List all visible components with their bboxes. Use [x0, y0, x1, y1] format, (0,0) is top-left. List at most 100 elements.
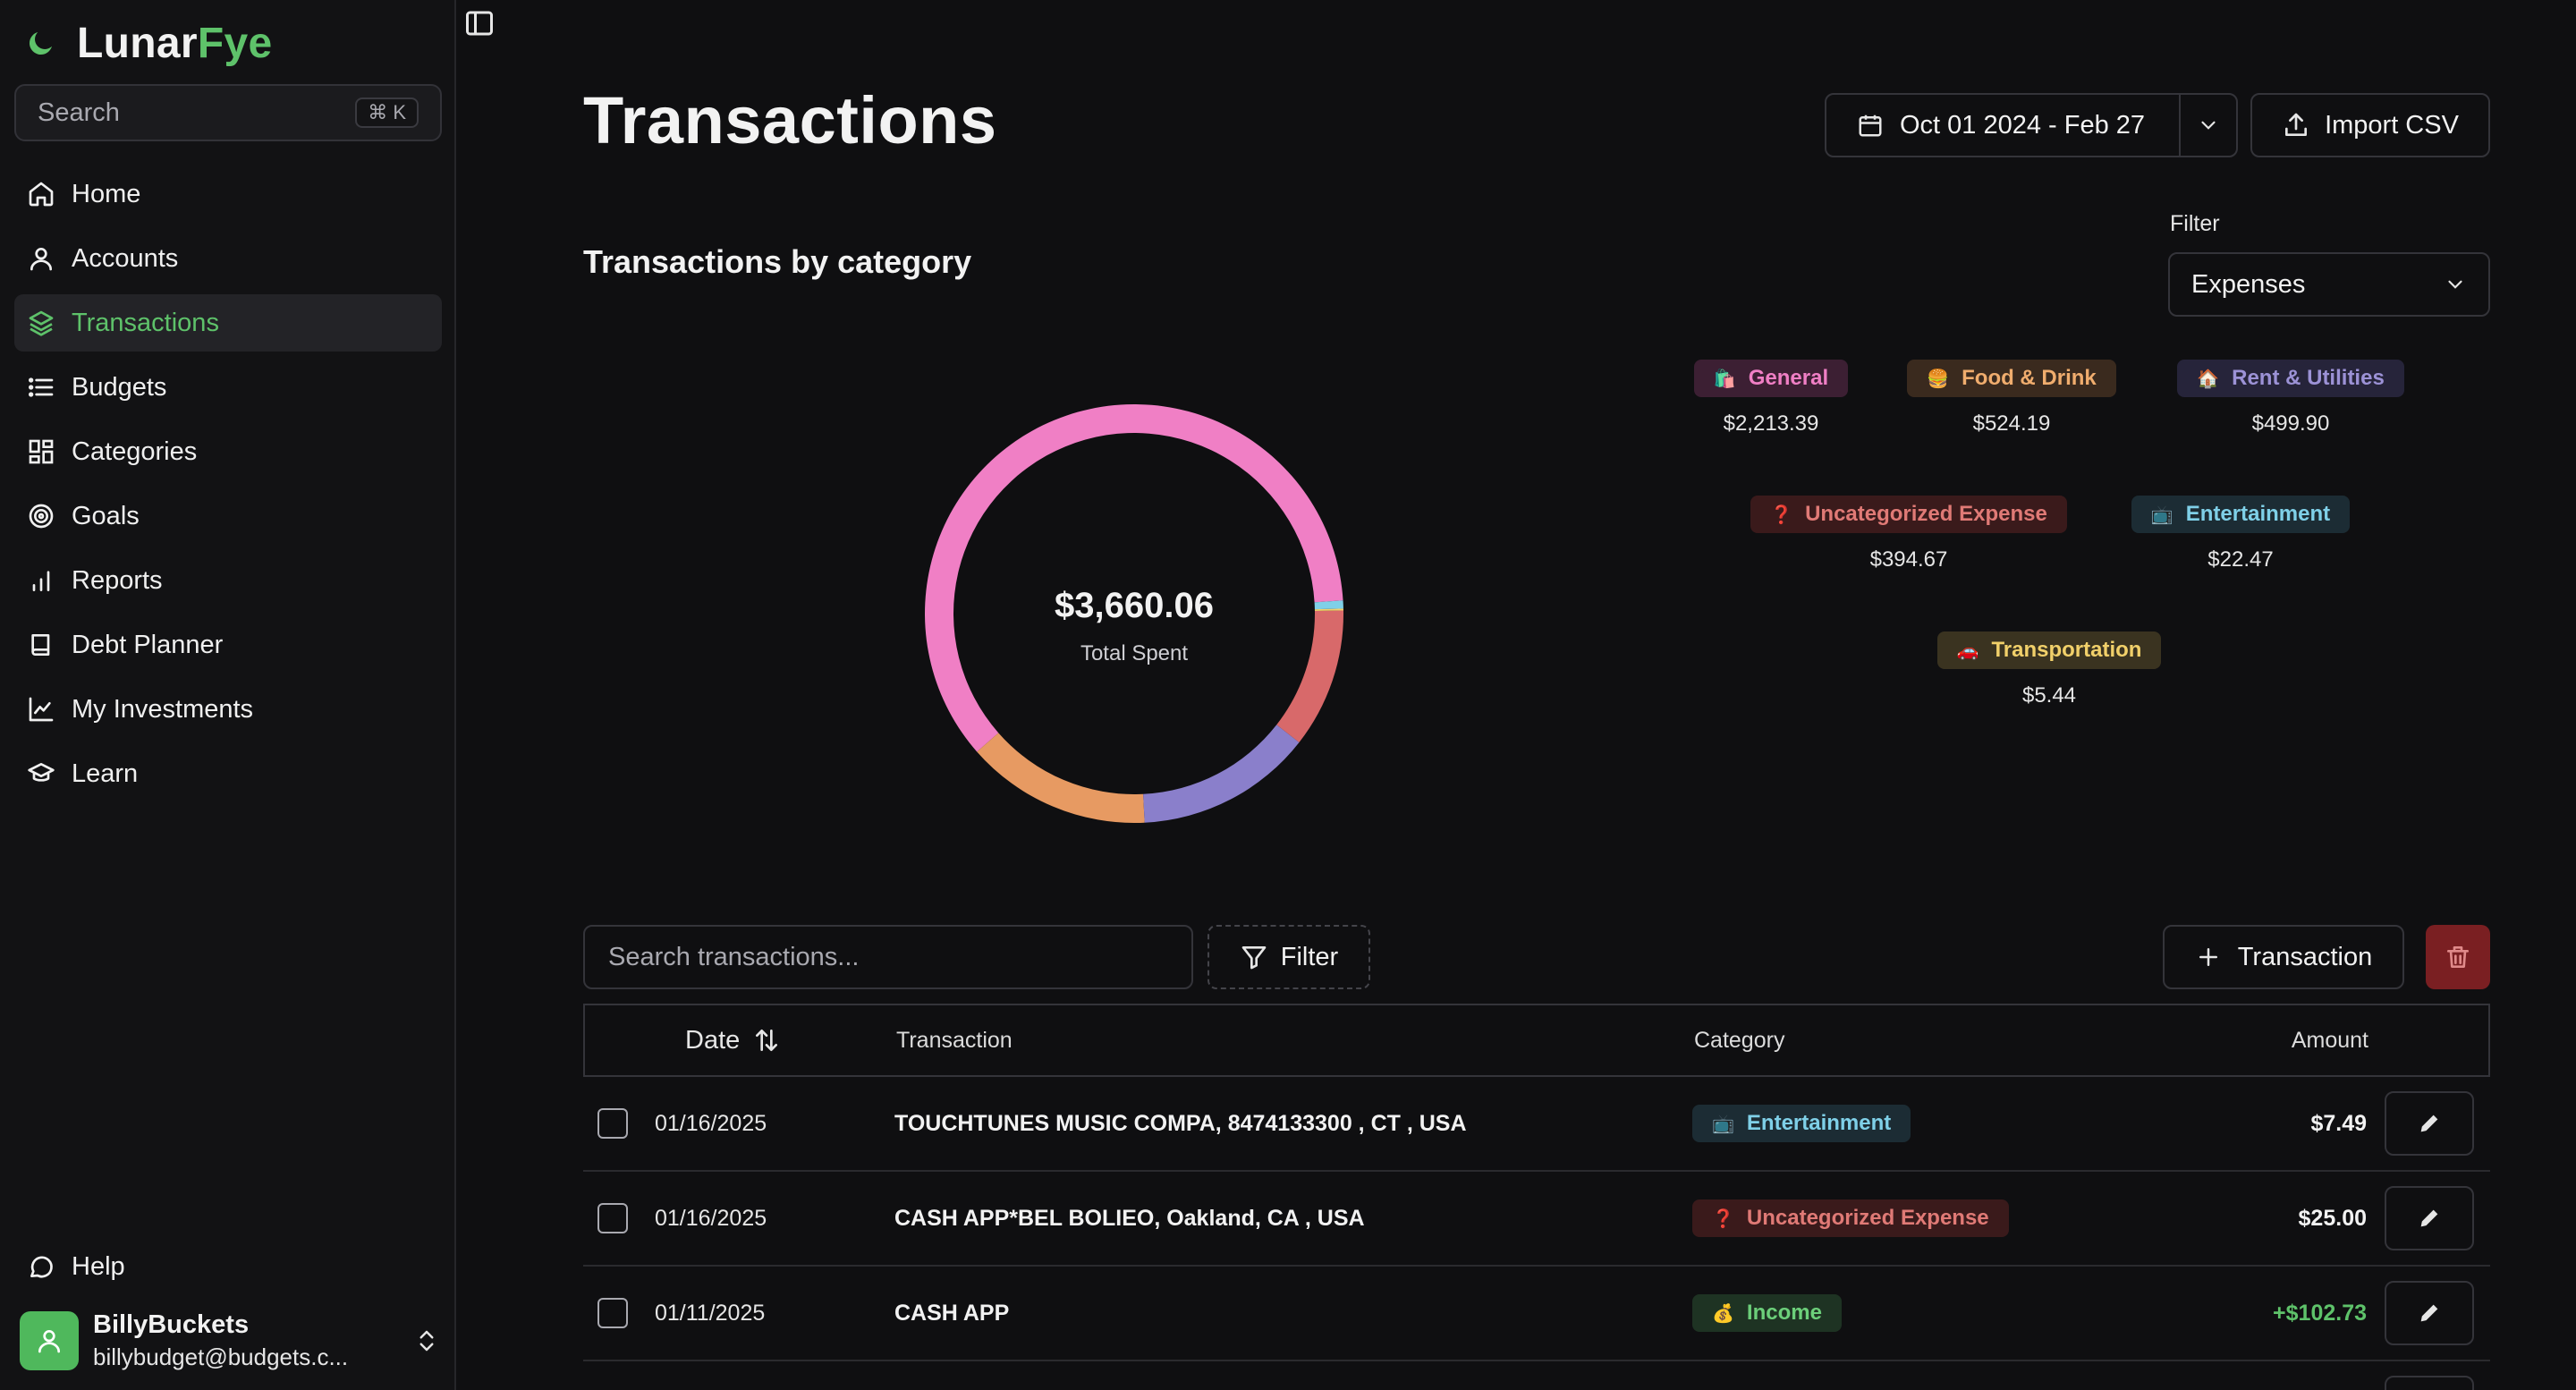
- date-range-value: Oct 01 2024 - Feb 27: [1900, 110, 2146, 140]
- user-name: BillyBuckets: [93, 1310, 250, 1339]
- chevron-down-icon: [2448, 280, 2462, 289]
- chevron-up-down-icon[interactable]: [413, 1325, 440, 1357]
- legend-item-general[interactable]: 🛍️ General $2,213.39: [1690, 360, 1852, 436]
- legend-amount: $22.47: [2207, 547, 2274, 572]
- row-description: TOUCHTUNES MUSIC COMPA, 8474133300 , CT …: [894, 1110, 1467, 1136]
- user-menu[interactable]: BillyBuckets billybudget@budgets.c...: [20, 1309, 440, 1372]
- sidebar: LunarFye Search ⌘ K Home Accounts Transa…: [0, 0, 456, 1390]
- category-badge[interactable]: ❓ Uncategorized Expense: [1692, 1199, 2009, 1237]
- donut-slice-general[interactable]: [925, 404, 1343, 752]
- legend-item-entertainment[interactable]: 📺 Entertainment $22.47: [2127, 496, 2354, 572]
- sidebar-search[interactable]: Search ⌘ K: [14, 84, 442, 141]
- donut-total-label: Total Spent: [1080, 641, 1189, 665]
- sidebar-item-debt-planner[interactable]: Debt Planner: [14, 616, 442, 674]
- legend-amount: $499.90: [2251, 411, 2330, 436]
- donut-slice-rent-utilities[interactable]: [1143, 725, 1300, 823]
- row-date: 01/11/2025: [655, 1300, 766, 1326]
- calendar-icon: [1859, 114, 1882, 137]
- header-amount: Amount: [2291, 1027, 2368, 1053]
- help-link[interactable]: Help: [27, 1242, 125, 1292]
- pencil-icon: [2420, 1304, 2438, 1322]
- legend-amount: $524.19: [1972, 411, 2051, 436]
- house-icon: 🏠: [2197, 369, 2220, 389]
- date-range-button[interactable]: Oct 01 2024 - Feb 27: [1826, 95, 2181, 156]
- sidebar-search-placeholder: Search: [38, 97, 120, 127]
- row-date: 01/16/2025: [655, 1205, 767, 1231]
- row-amount: $7.49: [2310, 1110, 2367, 1136]
- donut-slice-transportation[interactable]: [1314, 608, 1343, 611]
- sidebar-item-my-investments[interactable]: My Investments: [14, 681, 442, 738]
- legend-amount: $394.67: [1869, 547, 1948, 572]
- donut-slice-food-drink[interactable]: [977, 733, 1145, 823]
- header-category: Category: [1694, 1027, 1785, 1053]
- add-transaction-label: Transaction: [2237, 942, 2373, 971]
- moon-icon: [29, 32, 52, 55]
- sidebar-item-budgets[interactable]: Budgets: [14, 359, 442, 416]
- header-transaction: Transaction: [896, 1027, 1013, 1053]
- row-description: CASH APP*BEL BOLIEO, Oakland, CA , USA: [894, 1205, 1365, 1231]
- delete-button[interactable]: [2426, 925, 2490, 989]
- sidebar-item-label: Reports: [72, 565, 163, 595]
- user-email: billybudget@budgets.c...: [93, 1343, 349, 1370]
- category-badge[interactable]: 📺 Entertainment: [1692, 1105, 1911, 1142]
- date-range-dropdown[interactable]: [2181, 114, 2236, 137]
- row-checkbox[interactable]: [597, 1298, 628, 1328]
- sidebar-item-transactions[interactable]: Transactions: [14, 294, 442, 352]
- money-bag-icon: 💰: [1712, 1303, 1734, 1324]
- legend-item-transportation[interactable]: 🚗 Transportation $5.44: [1932, 631, 2166, 708]
- table-row: 01/11/2025 CASH APP 💰 Income +$102.73: [583, 1267, 2490, 1361]
- brand-logo[interactable]: LunarFye: [25, 18, 272, 68]
- category-badge: 🚗 Transportation: [1936, 631, 2162, 669]
- sidebar-item-goals[interactable]: Goals: [14, 487, 442, 545]
- sidebar-item-label: Accounts: [72, 243, 179, 273]
- sort-date-header[interactable]: Date: [685, 1026, 781, 1055]
- donut-total-value: $3,660.06: [1055, 586, 1214, 625]
- date-range-picker[interactable]: Oct 01 2024 - Feb 27: [1825, 93, 2238, 157]
- trash-icon: [2447, 946, 2469, 968]
- import-csv-button[interactable]: Import CSV: [2250, 93, 2490, 157]
- sidebar-item-learn[interactable]: Learn: [14, 745, 442, 802]
- legend-item-food-drink[interactable]: 🍔 Food & Drink $524.19: [1903, 360, 2120, 436]
- donut-slice-uncategorized-expense[interactable]: [1276, 610, 1343, 742]
- sidebar-toggle-icon[interactable]: [463, 7, 496, 39]
- edit-button[interactable]: [2385, 1281, 2474, 1345]
- row-checkbox[interactable]: [597, 1203, 628, 1233]
- category-badge: 📺 Entertainment: [2131, 496, 2351, 533]
- filter-select-value: Expenses: [2191, 269, 2306, 299]
- row-checkbox[interactable]: [597, 1108, 628, 1139]
- add-transaction-button[interactable]: Transaction: [2163, 925, 2404, 989]
- tv-icon: 📺: [1712, 1114, 1734, 1134]
- transaction-search-placeholder: Search transactions...: [608, 942, 860, 971]
- sidebar-item-label: Learn: [72, 759, 139, 788]
- transactions-table: Date Transaction Category Amount 01/16/2…: [583, 1004, 2490, 1390]
- chevron-down-icon: [2201, 121, 2216, 130]
- book-icon: [31, 634, 50, 656]
- sidebar-item-label: Budgets: [72, 372, 167, 402]
- category-badge[interactable]: 💰 Income: [1692, 1294, 1842, 1332]
- upload-icon: [2285, 113, 2308, 136]
- filter-label: Filter: [2170, 211, 2220, 236]
- legend-item-uncategorized-expense[interactable]: ❓ Uncategorized Expense $394.67: [1744, 496, 2073, 572]
- brand-name: LunarFye: [77, 19, 273, 67]
- pencil-icon: [2420, 1115, 2438, 1132]
- row-amount: $25.00: [2298, 1205, 2367, 1231]
- bar-chart-icon: [32, 571, 50, 591]
- donut-slice-entertainment[interactable]: [1314, 600, 1343, 610]
- edit-button[interactable]: [2385, 1376, 2474, 1390]
- transaction-search-input[interactable]: Search transactions...: [583, 925, 1193, 989]
- sort-arrows-icon: [756, 1030, 778, 1051]
- sidebar-item-accounts[interactable]: Accounts: [14, 230, 442, 287]
- legend-item-rent-utilities[interactable]: 🏠 Rent & Utilities $499.90: [2172, 360, 2410, 436]
- chart-section-title: Transactions by category: [583, 243, 972, 280]
- category-filter-select[interactable]: Expenses: [2168, 252, 2490, 317]
- filter-button[interactable]: Filter: [1208, 925, 1370, 989]
- import-csv-label: Import CSV: [2325, 110, 2459, 140]
- edit-button[interactable]: [2385, 1186, 2474, 1250]
- edit-button[interactable]: [2385, 1091, 2474, 1156]
- sidebar-item-label: Transactions: [72, 308, 219, 337]
- sidebar-item-reports[interactable]: Reports: [14, 552, 442, 609]
- table-row: [583, 1361, 2490, 1390]
- sidebar-item-home[interactable]: Home: [14, 165, 442, 223]
- avatar: [20, 1311, 79, 1370]
- sidebar-item-categories[interactable]: Categories: [14, 423, 442, 480]
